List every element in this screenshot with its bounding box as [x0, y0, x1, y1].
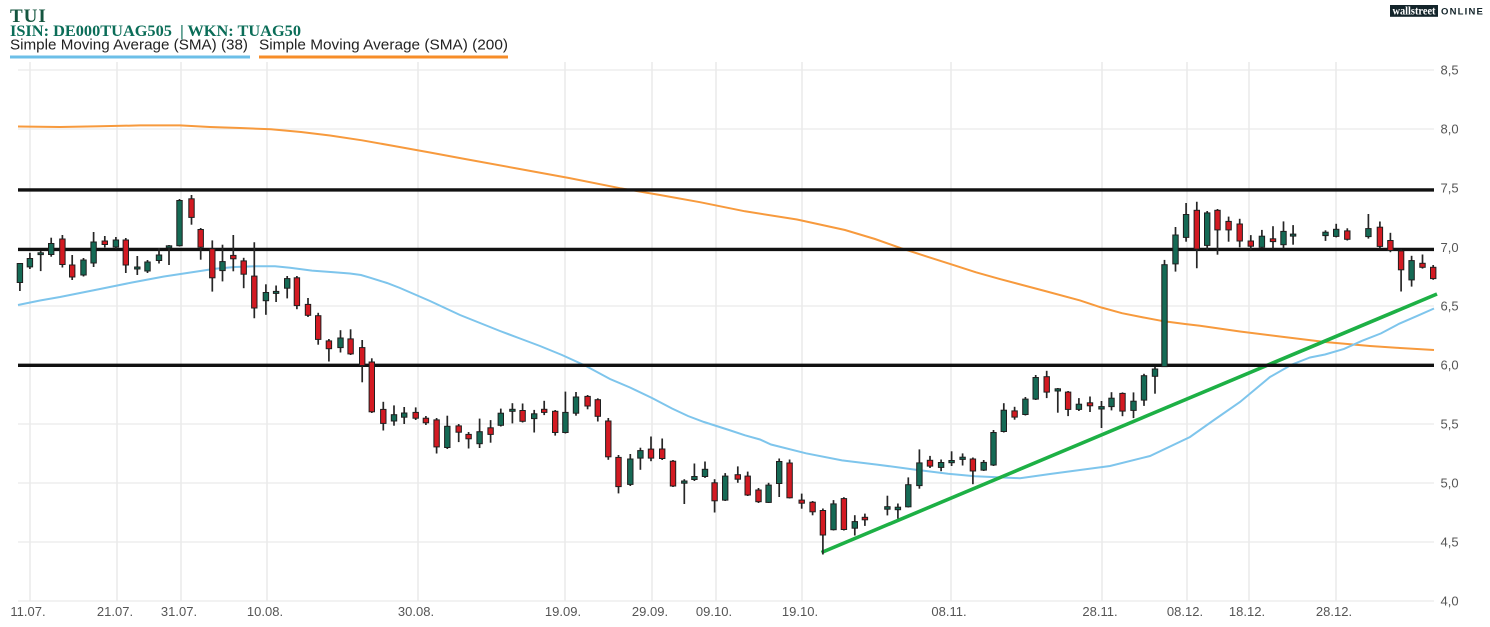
svg-text:TUI: TUI	[10, 6, 47, 27]
svg-text:30.08.: 30.08.	[398, 604, 434, 619]
svg-text:wallstreet: wallstreet	[1393, 4, 1436, 18]
svg-text:19.09.: 19.09.	[545, 604, 581, 619]
svg-text:11.07.: 11.07.	[10, 604, 45, 619]
svg-text:21.07.: 21.07.	[97, 604, 133, 619]
svg-text:5,5: 5,5	[1441, 417, 1459, 432]
svg-text:8,0: 8,0	[1441, 122, 1459, 137]
svg-text:6,5: 6,5	[1441, 299, 1459, 314]
svg-text:18.12.: 18.12.	[1229, 604, 1265, 619]
svg-text:Simple Moving Average (SMA) (2: Simple Moving Average (SMA) (200)	[259, 37, 508, 54]
svg-text:29.09.: 29.09.	[632, 604, 668, 619]
svg-text:09.10.: 09.10.	[696, 604, 732, 619]
svg-text:08.11.: 08.11.	[931, 604, 966, 619]
svg-text:4,0: 4,0	[1441, 594, 1459, 609]
svg-text:28.12.: 28.12.	[1316, 604, 1352, 619]
svg-text:ONLINE: ONLINE	[1441, 7, 1484, 18]
svg-text:08.12.: 08.12.	[1167, 604, 1203, 619]
svg-text:19.10.: 19.10.	[782, 604, 818, 619]
svg-text:7,0: 7,0	[1441, 240, 1459, 255]
svg-text:6,0: 6,0	[1441, 358, 1459, 373]
svg-text:5,0: 5,0	[1441, 476, 1459, 491]
svg-text:ISIN: DE000TUAG505 | WKN: TUA: ISIN: DE000TUAG505 | WKN: TUAG50	[10, 23, 301, 40]
svg-text:28.11.: 28.11.	[1082, 604, 1117, 619]
svg-text:Simple Moving Average (SMA) (3: Simple Moving Average (SMA) (38)	[10, 37, 248, 54]
svg-text:7,5: 7,5	[1441, 181, 1459, 196]
svg-text:8,5: 8,5	[1441, 63, 1459, 78]
svg-text:10.08.: 10.08.	[247, 604, 283, 619]
svg-text:4,5: 4,5	[1441, 535, 1459, 550]
svg-text:31.07.: 31.07.	[161, 604, 197, 619]
